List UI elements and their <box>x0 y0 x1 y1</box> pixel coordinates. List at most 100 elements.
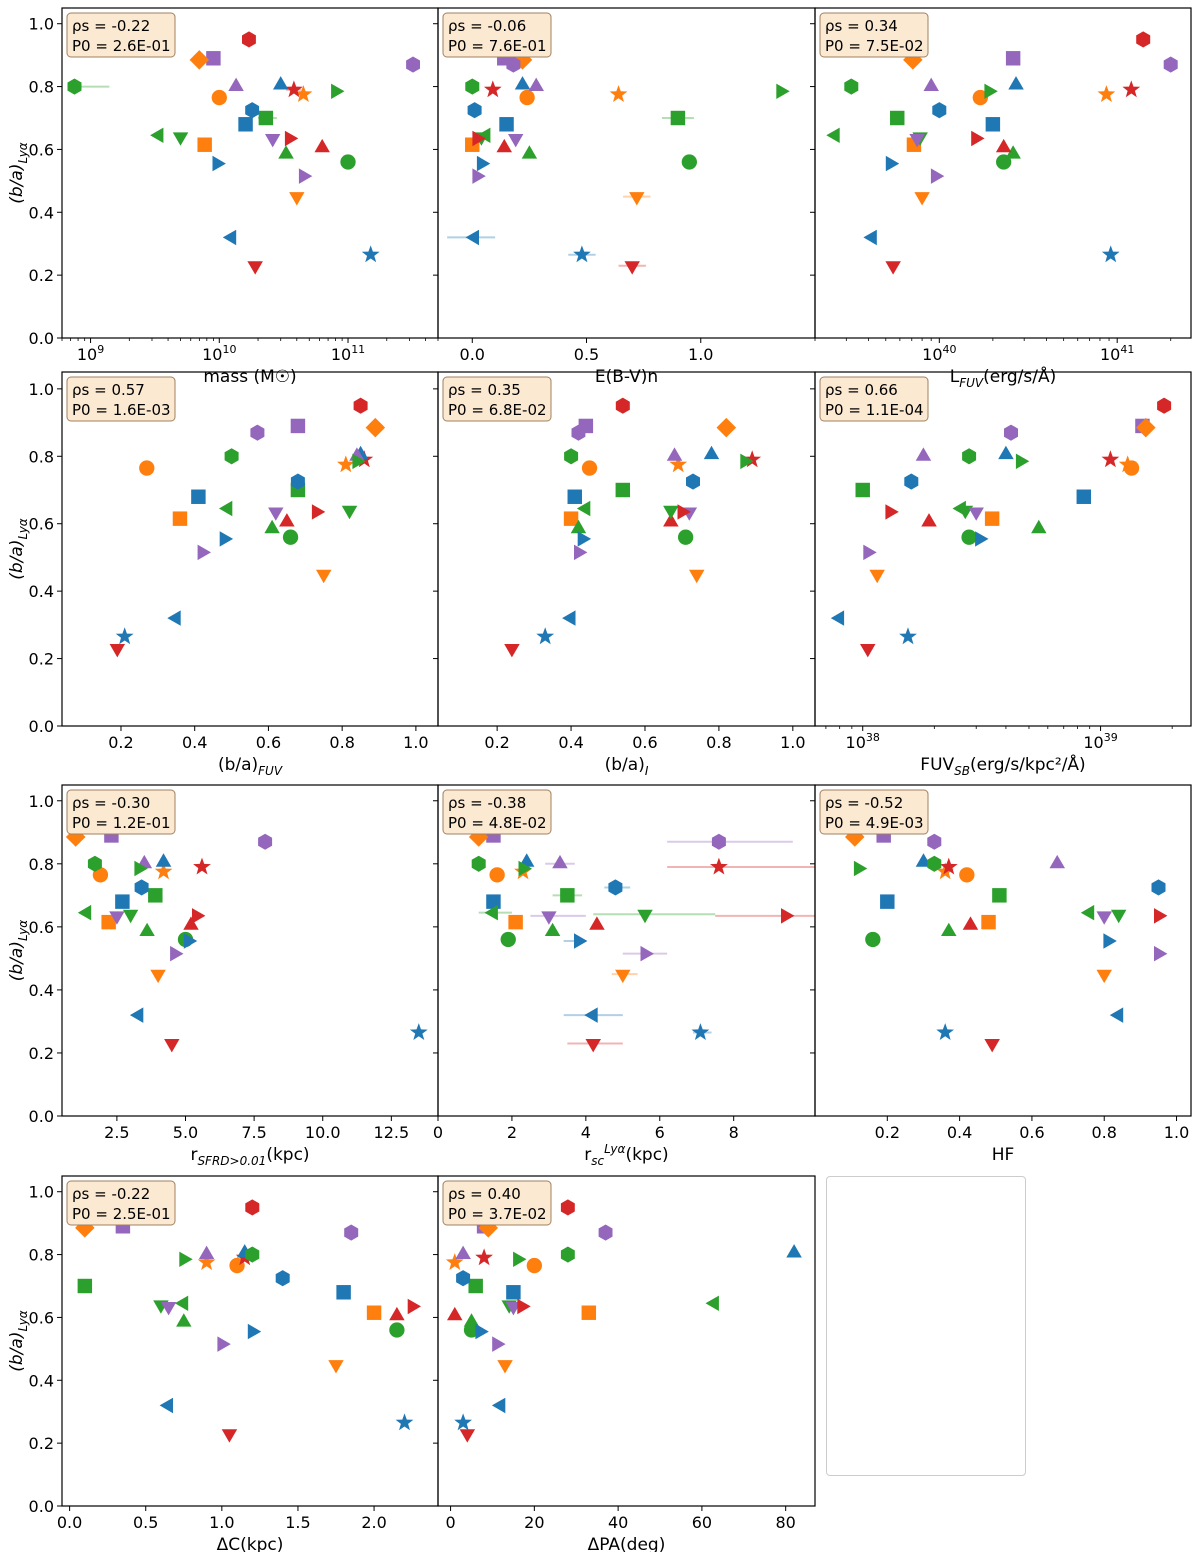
y-tick-label: 0.2 <box>29 650 54 669</box>
panel-bai: 0.2 0.4 0.6 0.8 1.0(b/a)Iρs = 0.35P0 = 6.8E-… <box>433 372 815 778</box>
point-J1156 <box>927 834 941 850</box>
point-EL04 <box>464 1313 479 1326</box>
point-EL19 <box>1081 905 1094 921</box>
point-EL24 <box>1016 454 1029 470</box>
point-EL09 <box>637 910 652 923</box>
axes-frame <box>815 785 1191 1116</box>
point-L07 <box>582 460 597 475</box>
stat-rho: ρs = 0.57 <box>72 381 145 399</box>
point-EL11 <box>508 134 523 147</box>
panel-bafuv: 0.2 0.4 0.6 0.8 1.00.00.20.40.60.81.0(b/a)FU… <box>7 372 438 778</box>
x-axis-label: mass (M☉) <box>203 367 296 387</box>
y-tick-label: 0.2 <box>29 266 54 285</box>
point-EL10 <box>860 644 876 657</box>
x-axis-label: LFUV(erg/s/Å) <box>950 365 1057 390</box>
point-L01 <box>115 894 129 908</box>
point-EL02 <box>156 853 172 866</box>
y-tick-label: 0.8 <box>29 855 54 874</box>
point-EL06 <box>1050 855 1066 868</box>
y-tick-label: 0.8 <box>29 447 54 466</box>
point-EL24 <box>854 861 867 877</box>
point-L07 <box>959 867 974 882</box>
stat-rho: ρs = -0.22 <box>72 17 150 35</box>
point-EL04 <box>522 145 537 158</box>
point-EL10 <box>164 1039 179 1052</box>
point-L11 <box>116 627 134 644</box>
point-L02 <box>197 137 211 151</box>
point-EL19 <box>175 1296 188 1311</box>
point-EL17 <box>160 1398 173 1414</box>
point-L14 <box>475 1248 493 1265</box>
point-EL27 <box>135 879 149 895</box>
point-EL04 <box>176 1313 191 1326</box>
x-tick-label: 2 <box>507 1123 517 1142</box>
y-tick-label: 0.6 <box>29 140 54 159</box>
point-EL08 <box>615 970 630 983</box>
point-T1214 <box>844 79 858 95</box>
point-EL02 <box>786 1244 802 1257</box>
point-EL26 <box>641 946 654 962</box>
point-EL22 <box>213 156 226 172</box>
x-tick-label: 7.5 <box>241 1123 266 1142</box>
point-EL19 <box>150 128 163 143</box>
point-EL09 <box>1111 910 1126 923</box>
point-J1156 <box>599 1225 613 1241</box>
stat-rho: ρs = -0.52 <box>825 794 903 812</box>
point-EL06 <box>228 78 244 91</box>
point-L11 <box>362 245 380 262</box>
point-L03 <box>671 111 685 125</box>
point-T1247 <box>1157 398 1171 414</box>
data-points <box>831 398 1171 658</box>
point-L08 <box>340 154 355 169</box>
point-L11 <box>573 245 591 262</box>
point-EL24 <box>513 1252 526 1267</box>
point-EL27 <box>1152 879 1166 895</box>
x-tick-label: 0.2 <box>108 733 133 752</box>
x-tick-label: 1010 <box>202 343 236 364</box>
point-L07 <box>527 1258 542 1273</box>
x-tick-label: 1.5 <box>285 1513 310 1532</box>
x-tick-label: 2.0 <box>361 1513 386 1532</box>
point-L08 <box>501 932 516 947</box>
data-points <box>469 808 795 1052</box>
point-T1214 <box>472 856 486 872</box>
x-tick-label: 4 <box>581 1123 591 1142</box>
point-L02 <box>173 511 187 525</box>
point-J1156 <box>250 425 264 441</box>
point-EL25 <box>285 131 298 147</box>
y-tick-label: 0.8 <box>29 1246 54 1265</box>
y-axis-label: (b/a)Lyα <box>7 518 30 580</box>
point-L03 <box>78 1279 92 1293</box>
point-EL02 <box>515 76 531 89</box>
point-EL02 <box>998 446 1014 459</box>
axes-frame <box>438 372 815 726</box>
point-EL22 <box>248 1324 261 1340</box>
point-L12 <box>610 85 628 102</box>
x-tick-label: 0.6 <box>256 733 281 752</box>
point-EL26 <box>299 168 312 184</box>
stat-p: P0 = 7.6E-01 <box>448 37 547 55</box>
point-J1156 <box>344 1225 358 1241</box>
point-L01 <box>336 1285 350 1299</box>
point-L14 <box>193 858 211 875</box>
point-L14 <box>1102 450 1120 467</box>
point-L03 <box>856 483 870 497</box>
y-tick-label: 0.4 <box>29 203 54 222</box>
x-axis-label: rscLyα(kpc) <box>584 1142 668 1168</box>
x-axis-label: HF <box>992 1145 1015 1165</box>
point-EL06 <box>199 1246 214 1259</box>
point-L01 <box>191 490 205 504</box>
point-EL24 <box>331 84 344 99</box>
point-L08 <box>389 1322 404 1337</box>
point-EL27 <box>608 879 622 895</box>
point-L01 <box>986 117 1000 131</box>
y-tick-label: 1.0 <box>29 1183 54 1202</box>
stat-p: P0 = 4.9E-03 <box>825 814 924 832</box>
point-EL24 <box>776 84 789 99</box>
x-tick-label: 1041 <box>1100 343 1134 364</box>
point-EL22 <box>574 933 587 949</box>
x-tick-label: 40 <box>608 1513 628 1532</box>
point-L07 <box>139 460 154 475</box>
x-tick-label: 1.0 <box>780 733 805 752</box>
point-L11 <box>536 627 554 644</box>
